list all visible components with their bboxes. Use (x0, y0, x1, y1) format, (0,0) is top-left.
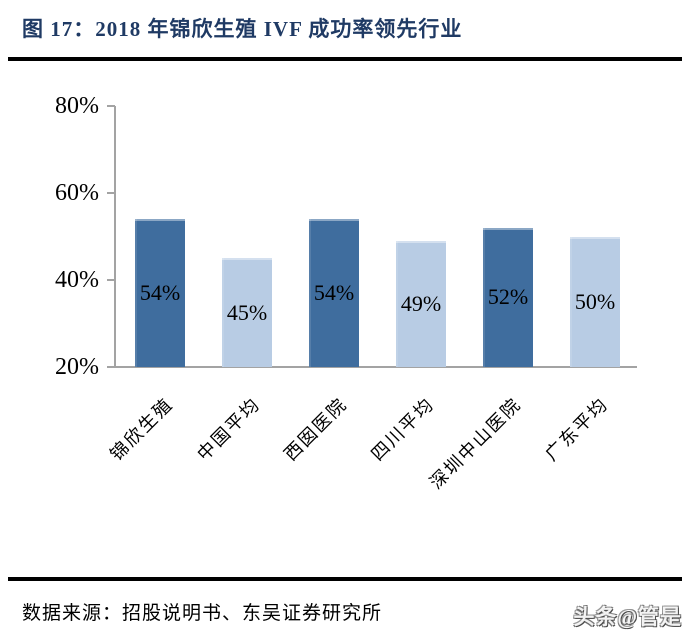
bar-value-label: 54% (313, 280, 355, 306)
x-category-label: 广东平均 (541, 393, 612, 465)
bar-value-label: 54% (139, 280, 181, 306)
bar: 45% (222, 258, 272, 367)
bar: 52% (483, 227, 533, 367)
y-tick-mark (107, 366, 115, 368)
y-tick-label: 80% (55, 93, 99, 119)
x-category-label: 四川平均 (367, 393, 438, 465)
x-category-label: 中国平均 (193, 393, 264, 465)
bar: 54% (309, 219, 359, 367)
x-axis-line (107, 366, 637, 368)
bar-value-label: 52% (487, 284, 529, 310)
bar: 50% (570, 236, 620, 367)
bar-value-label: 50% (574, 288, 616, 314)
x-category-label: 西囡医院 (280, 393, 351, 465)
y-tick-label: 40% (55, 267, 99, 293)
bottom-divider (8, 577, 682, 581)
data-source-text: 数据来源：招股说明书、东吴证券研究所 (22, 603, 383, 624)
y-tick-label: 20% (55, 354, 99, 380)
y-tick-mark (107, 105, 115, 107)
bar-value-label: 45% (226, 299, 268, 325)
plot-area: 80% 60% 40% 20% 54% 锦欣生殖 45% 中国平均 54% 西囡医院 49% 四川平均… (55, 93, 637, 493)
y-tick-label: 60% (55, 180, 99, 206)
x-category-label: 锦欣生殖 (106, 393, 177, 465)
figure-title: 图 17：2018 年锦欣生殖 IVF 成功率领先行业 (22, 17, 463, 41)
watermark-text: 头条@管是 (573, 605, 682, 629)
y-axis-line (114, 106, 116, 367)
x-category-label: 深圳中山医院 (425, 393, 525, 493)
y-tick-mark (107, 279, 115, 281)
bar: 54% (135, 219, 185, 367)
bar-value-label: 49% (400, 290, 442, 316)
top-divider (8, 57, 682, 61)
bar: 49% (396, 240, 446, 367)
y-tick-mark (107, 192, 115, 194)
